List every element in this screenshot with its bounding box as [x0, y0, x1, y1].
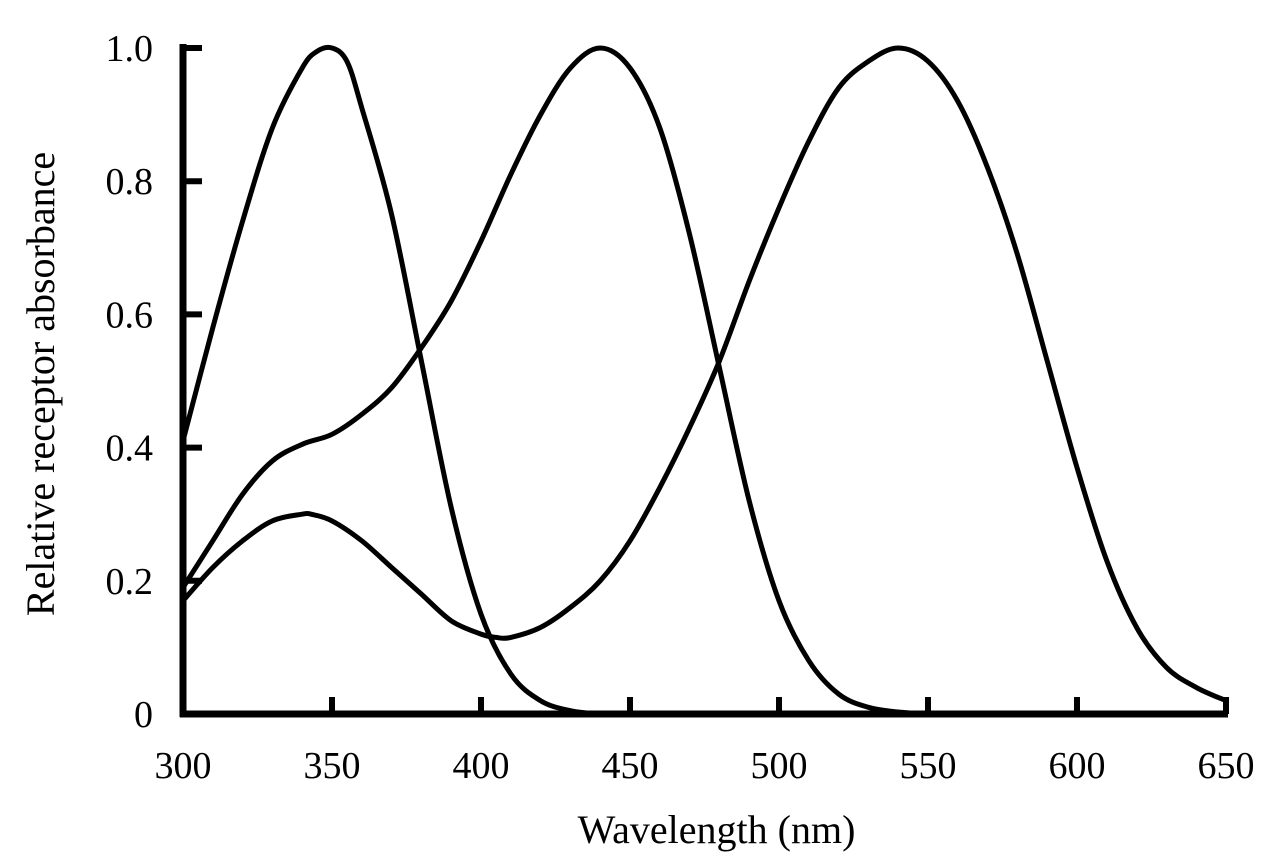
- y-axis-title: Relative receptor absorbance: [18, 152, 63, 616]
- y-tick-label: 0: [134, 694, 153, 736]
- x-tick-label: 650: [1198, 745, 1255, 787]
- x-axis-title: Wavelength (nm): [578, 807, 856, 852]
- absorbance-curve-3: [180, 45, 1229, 704]
- y-tick-label: 0.2: [106, 561, 154, 603]
- x-tick-label: 500: [751, 745, 808, 787]
- x-tick-label: 550: [900, 745, 957, 787]
- series-lines: [180, 44, 1229, 717]
- y-tick-label: 0.4: [106, 428, 154, 470]
- x-tick-label: 400: [453, 745, 510, 787]
- x-tick-label: 450: [602, 745, 659, 787]
- axes: [179, 44, 1228, 718]
- x-tick-label: 350: [304, 745, 361, 787]
- y-ticks: 0 0.2 0.4 0.6 0.8 1.0: [106, 28, 202, 736]
- y-tick-label: 0.8: [106, 161, 154, 203]
- absorbance-curve-1: [180, 44, 633, 717]
- y-tick-label: 1.0: [106, 28, 154, 70]
- absorbance-curve-2: [180, 45, 931, 717]
- x-ticks: 300 350 400 450 500 550 600 650: [155, 697, 1255, 787]
- x-tick-label: 600: [1049, 745, 1106, 787]
- y-tick-label: 0.6: [106, 294, 154, 336]
- x-tick-label: 300: [155, 745, 212, 787]
